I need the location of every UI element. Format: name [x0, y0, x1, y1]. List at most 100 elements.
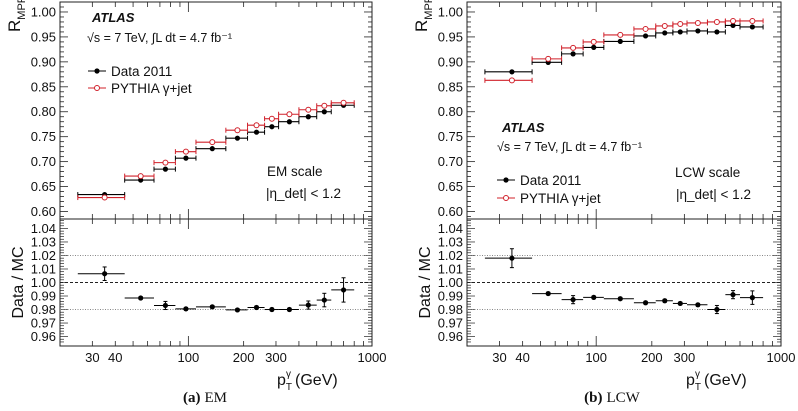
legend-label: Data 2011: [111, 64, 172, 79]
legend-marker-mc: [94, 85, 100, 91]
panel-a: 30 40 100 200 300 1000 0.60 0.65 0.70 0.75 0.80 0.8…: [5, 0, 386, 406]
legend-label: PYTHIA γ+jet: [111, 81, 192, 96]
data-point: [642, 33, 649, 39]
mc-point: [642, 25, 649, 32]
ratio-axis-title: Data / MC: [10, 246, 27, 318]
ratio-point: [617, 296, 623, 302]
y-tick-label: 0.90: [31, 54, 56, 69]
ratio-y-tick-label: 1.00: [438, 275, 463, 290]
mc-point: [677, 20, 684, 27]
mc-point: [321, 102, 328, 109]
series-mc: [484, 17, 764, 84]
atlas-label: ATLAS: [501, 120, 545, 135]
data-point: [570, 51, 576, 57]
data-point: [183, 155, 189, 161]
ratio-point: [162, 302, 169, 309]
x-tick-label: 40: [108, 350, 122, 365]
eta-cut-label: |η_det| < 1.2: [676, 187, 751, 202]
ratio-point: [570, 297, 576, 303]
ratio-y-tick-label: 0.97: [438, 316, 463, 331]
ratio-point: [269, 306, 275, 313]
x-axis-title-sub: T: [695, 382, 701, 393]
data-point: [714, 29, 720, 35]
ratio-point: [340, 287, 347, 293]
x-tick-label: 40: [515, 350, 529, 365]
y-tick-label: 0.90: [438, 54, 463, 69]
x-axis-title-main: p: [686, 372, 695, 389]
ratio-point: [662, 298, 668, 304]
x-tick-label: 100: [585, 350, 607, 365]
ratio-y-tick-label: 0.99: [438, 289, 463, 304]
x-tick-label: 300: [674, 350, 696, 365]
mc-point: [617, 31, 624, 38]
data-point: [730, 22, 736, 29]
y-axis-title: RMPF: [412, 0, 435, 32]
legend-label: PYTHIA γ+jet: [520, 191, 601, 206]
mc-point: [730, 17, 737, 24]
ratio-y-tick-label: 1.03: [438, 234, 463, 249]
mc-point: [340, 99, 347, 106]
mc-point: [286, 111, 293, 118]
mc-point: [713, 18, 720, 25]
ratio-y-tick-label: 0.97: [31, 316, 56, 331]
ratio-point: [677, 300, 683, 307]
ratio-y-tick-label: 1.03: [31, 234, 56, 249]
y-tick-label: 0.85: [438, 79, 463, 94]
data-point: [269, 124, 275, 130]
x-tick-label: 30: [492, 350, 506, 365]
x-axis-title-sup: γ: [695, 369, 700, 380]
legend-label: Data 2011: [520, 173, 581, 188]
legend-marker-data: [94, 68, 100, 74]
x-axis-title-unit: (GeV): [704, 372, 747, 389]
ratio-point: [234, 307, 241, 313]
ratio-y-tick-label: 1.02: [31, 248, 56, 263]
ratio-y-tick-label: 1.02: [438, 248, 463, 263]
ratio-point: [749, 295, 755, 301]
mc-point: [234, 127, 241, 134]
caption-label: (a): [183, 390, 201, 406]
legend-marker-mc: [503, 195, 509, 201]
ratio-axis-title: Data / MC: [417, 246, 434, 318]
ratio-y-tick-label: 1.04: [438, 221, 463, 236]
y-tick-label: 0.80: [31, 104, 56, 119]
y-tick-label: 0.80: [438, 104, 463, 119]
mc-point: [268, 115, 275, 122]
ratio-y-tick-label: 0.98: [31, 302, 56, 317]
mc-point: [508, 77, 515, 84]
x-axis-title-main: p: [277, 372, 286, 389]
data-point: [509, 69, 515, 75]
x-tick-label: 1000: [767, 350, 796, 365]
data-point: [305, 114, 311, 120]
y-tick-label: 0.75: [31, 129, 56, 144]
atlas-label: ATLAS: [91, 10, 135, 25]
data-point: [617, 38, 623, 45]
scale-label: LCW scale: [675, 165, 740, 180]
y-tick-label: 0.85: [31, 79, 56, 94]
data-point: [253, 129, 260, 135]
x-tick-label: 1000: [358, 350, 387, 365]
ratio-point: [730, 292, 736, 298]
ratio-y-tick-label: 1.00: [31, 275, 56, 290]
mc-point: [162, 159, 169, 166]
x-axis-title: pTγ (GeV): [277, 369, 338, 393]
data-point: [749, 24, 755, 30]
y-tick-label: 0.70: [438, 154, 463, 169]
mc-point: [253, 122, 260, 129]
y-tick-label: 0.65: [438, 179, 463, 194]
ratio-point: [183, 306, 189, 312]
ratio-point: [714, 306, 720, 313]
ratio-point: [695, 302, 701, 308]
ratio-point: [545, 290, 551, 297]
y-tick-label: 0.75: [438, 129, 463, 144]
x-tick-label: 300: [265, 350, 287, 365]
data-point: [695, 28, 701, 34]
energy-lumi-label: √s = 7 TeV, ∫L dt = 4.7 fb⁻¹: [87, 31, 232, 45]
data-point: [286, 119, 293, 125]
mc-point: [182, 148, 189, 155]
y-tick-label: 0.70: [31, 154, 56, 169]
y-tick-label: 0.60: [31, 204, 56, 219]
eta-cut-label: |η_det| < 1.2: [266, 186, 341, 201]
ratio-point: [138, 295, 144, 301]
y-tick-label: 0.65: [31, 179, 56, 194]
